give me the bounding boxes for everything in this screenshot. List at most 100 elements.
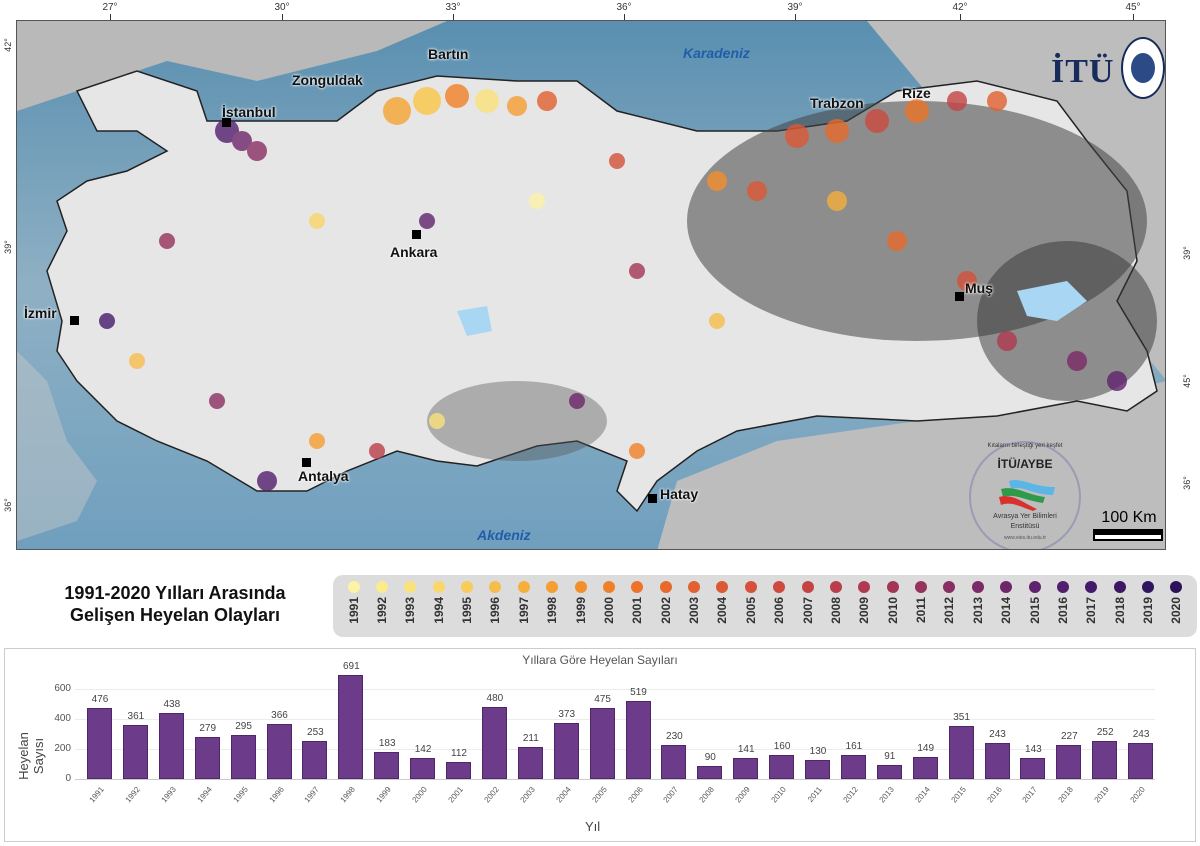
- bar-2011: [805, 759, 830, 779]
- aybe-title: İTÜ/AYBE: [997, 457, 1053, 471]
- bar-value-label: 253: [307, 727, 324, 739]
- legend-item: 2014: [994, 575, 1019, 637]
- legend-year-label: 2003: [687, 597, 701, 624]
- longitude-tick-mark: [110, 14, 111, 20]
- bar-2004: [553, 723, 579, 779]
- y-tick-label: 0: [65, 773, 71, 784]
- scale-label: 100 Km: [1101, 509, 1157, 526]
- legend-item: 2010: [880, 575, 905, 637]
- city-label: Trabzon: [810, 95, 864, 111]
- city-marker-icon: [302, 458, 311, 467]
- bar-value-label: 130: [809, 745, 827, 757]
- legend-item: 2008: [823, 575, 848, 637]
- legend-year-label: 2006: [772, 597, 787, 624]
- city-marker-icon: [70, 316, 79, 325]
- x-tick-label: 1993: [159, 785, 178, 805]
- bar-value-label: 160: [773, 741, 791, 752]
- aybe-logo: Kıtaların birleştiği yeri keşfet İTÜ/AYB…: [969, 441, 1081, 549]
- legend-item: 2009: [852, 575, 877, 637]
- x-tick-label: 1997: [302, 785, 322, 805]
- gridline: [75, 749, 1155, 750]
- bar-1999: [374, 751, 400, 779]
- gridline: [75, 689, 1155, 690]
- legend-year-label: 2013: [970, 597, 985, 624]
- legend-item: 2018: [1107, 575, 1132, 637]
- x-tick-label: 1998: [338, 785, 358, 805]
- city-label: Zonguldak: [292, 72, 363, 88]
- longitude-tick-mark: [795, 14, 796, 20]
- city-label: Hatay: [660, 486, 699, 502]
- city-label: Muş: [965, 280, 993, 296]
- legend-color-dot-icon: [602, 581, 615, 593]
- bar-2001: [446, 762, 471, 779]
- city-label: Ankara: [390, 244, 438, 260]
- legend-color-dot-icon: [404, 581, 417, 593]
- legend-color-dot-icon: [886, 581, 899, 593]
- bar-2003: [517, 747, 543, 779]
- legend-color-dot-icon: [801, 581, 814, 593]
- bar-value-label: 161: [845, 740, 863, 752]
- gridline: [75, 719, 1155, 720]
- longitude-tick-label: 39°: [787, 2, 803, 13]
- legend-color-dot-icon: [1000, 581, 1013, 593]
- legend-item: 1996: [483, 575, 508, 637]
- bar-value-label: 211: [522, 733, 539, 745]
- x-tick-label: 2007: [661, 785, 681, 805]
- legend-item: 2002: [653, 575, 678, 637]
- legend-item: 2004: [710, 575, 735, 637]
- latitude-tick-left: 39°: [3, 240, 13, 254]
- legend-year-label: 1992: [374, 597, 389, 624]
- legend-color-dot-icon: [574, 581, 587, 593]
- x-tick-label: 2000: [410, 785, 429, 805]
- bar-2018: [1056, 744, 1082, 779]
- bar-2019: [1092, 741, 1118, 779]
- longitude-tick-mark: [960, 14, 961, 20]
- legend-year-label: 2008: [828, 597, 843, 624]
- latitude-tick-right: 36°: [1182, 476, 1192, 490]
- legend-color-dot-icon: [1056, 581, 1069, 593]
- x-tick-label: 2012: [841, 785, 860, 805]
- bar-value-label: 476: [91, 693, 109, 705]
- x-tick-label: 1991: [87, 785, 106, 805]
- x-tick-label: 2016: [985, 785, 1004, 805]
- bar-2008: [697, 765, 723, 779]
- longitude-tick-label: 36°: [616, 2, 632, 13]
- bar-value-label: 279: [199, 723, 217, 735]
- legend-item: 1992: [369, 575, 394, 637]
- legend-item: 2003: [682, 575, 707, 637]
- legend-item: 2006: [767, 575, 792, 637]
- bar-1993: [158, 713, 184, 779]
- city-marker-icon: [222, 118, 231, 127]
- legend-item: 2013: [965, 575, 990, 637]
- legend-color-dot-icon: [432, 581, 445, 593]
- scale-graphic: [1093, 529, 1163, 541]
- x-tick-label: 1994: [195, 785, 214, 805]
- legend-year-label: 1998: [545, 597, 560, 624]
- city-marker-icon: [648, 494, 657, 503]
- bar-2007: [661, 744, 687, 779]
- x-tick-label: 2013: [877, 785, 896, 805]
- itu-seal-icon: [1121, 37, 1165, 99]
- legend-color-dot-icon: [716, 581, 729, 593]
- legend-item: 2015: [1022, 575, 1047, 637]
- y-tick-label: 200: [54, 743, 71, 754]
- x-tick-label: 2002: [482, 785, 501, 805]
- city-label: İstanbul: [222, 104, 276, 120]
- legend-item: 1998: [540, 575, 565, 637]
- bar-2017: [1020, 757, 1046, 779]
- longitude-tick-mark: [624, 14, 625, 20]
- bar-2006: [625, 701, 651, 779]
- legend-item: 1991: [341, 575, 366, 637]
- x-tick-label: 2019: [1092, 785, 1112, 805]
- bar-2009: [733, 757, 759, 779]
- longitude-tick-mark: [282, 14, 283, 20]
- y-tick-label: 600: [54, 683, 71, 694]
- aybe-name-line2: Enstitüsü: [1010, 523, 1040, 530]
- bar-value-label: 90: [704, 751, 716, 763]
- bar-value-label: 361: [127, 710, 145, 722]
- bar-2012: [840, 754, 866, 779]
- legend-year-label: 2018: [1112, 597, 1127, 624]
- x-tick-label: 2005: [590, 785, 609, 805]
- bar-2016: [984, 742, 1010, 779]
- legend-item: 2005: [738, 575, 763, 637]
